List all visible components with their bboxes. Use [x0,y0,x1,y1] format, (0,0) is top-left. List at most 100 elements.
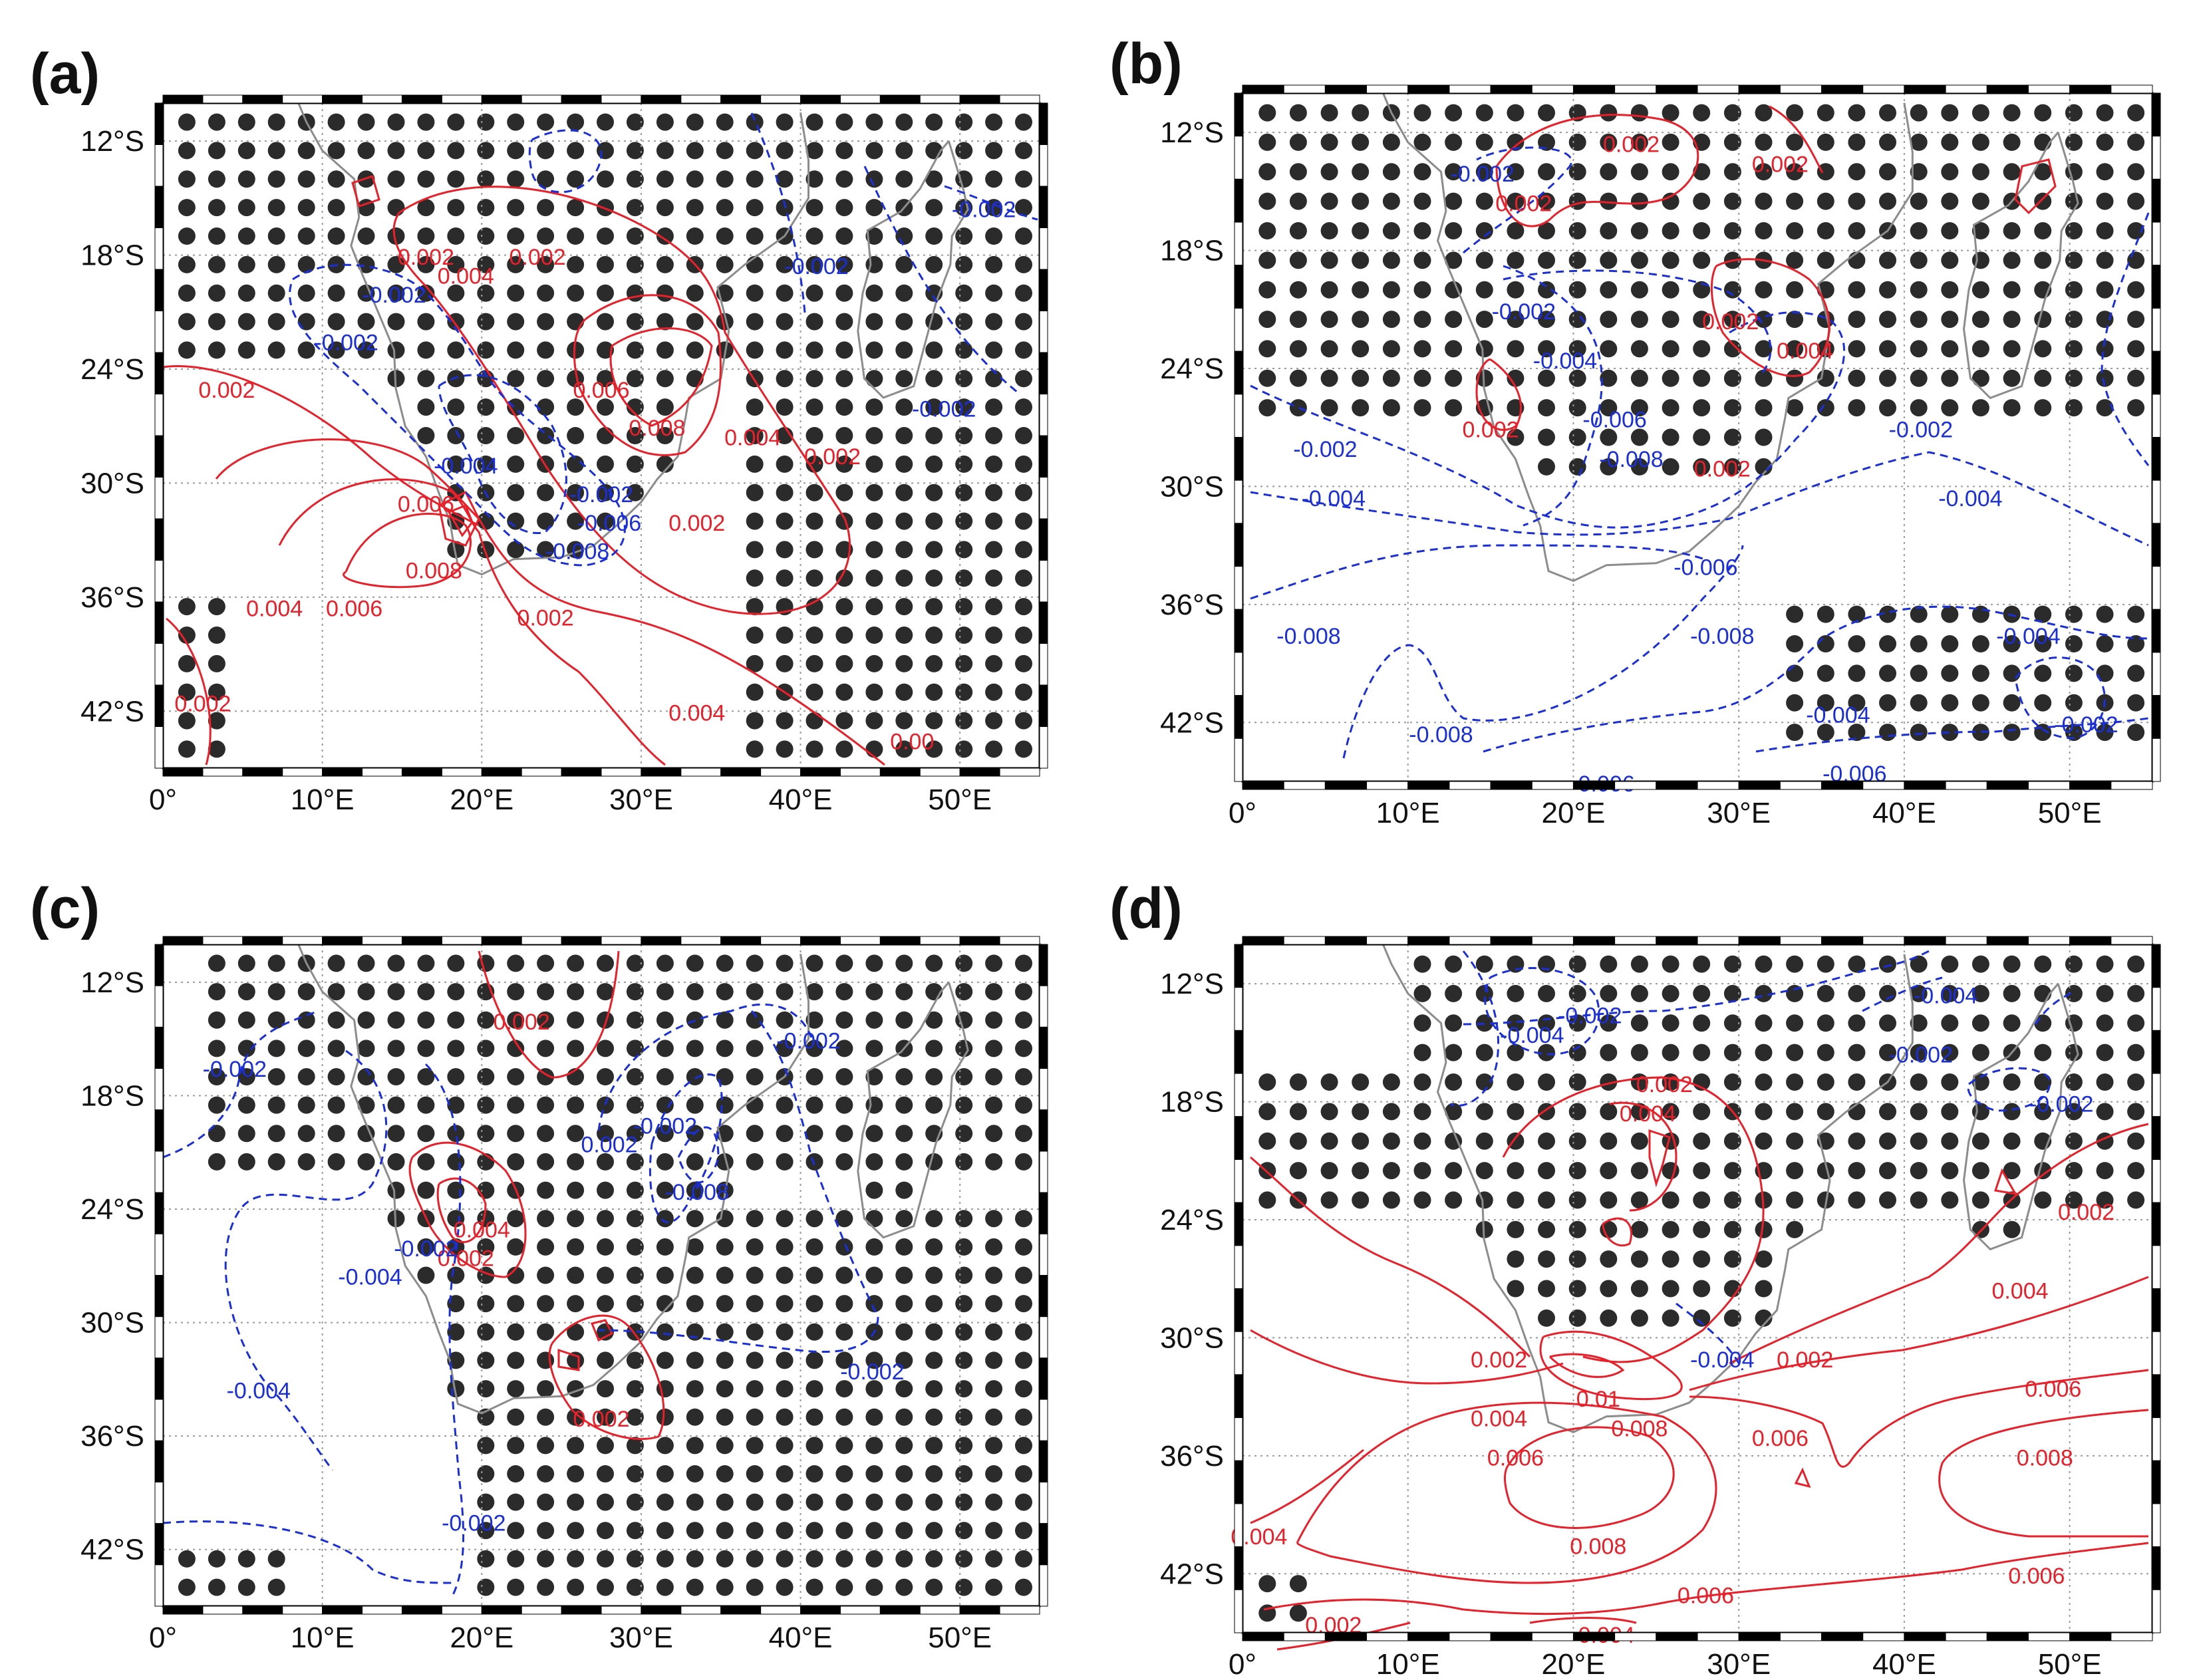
significance-dot [1413,984,1431,1002]
significance-dot [1879,399,1896,417]
significance-dot [1015,170,1032,188]
significance-dot [1289,1132,1307,1150]
frame-segment [154,227,164,270]
significance-dot [2003,222,2021,239]
significance-dot [686,1351,704,1369]
significance-dot [985,1493,1003,1511]
significance-dot [626,1153,644,1171]
significance-dot [805,1522,823,1540]
significance-dot [835,683,853,701]
frame-segment [2111,936,2153,945]
contour-label: -0.008 [1599,447,1663,472]
significance-dot [925,1351,943,1369]
significance-dot [567,1153,585,1171]
frame-segment [521,1606,562,1615]
significance-dot [1910,1162,1928,1180]
significance-dot [1693,1250,1711,1268]
significance-dot [1445,251,1463,269]
frame-segment [1234,609,1243,653]
significance-dot [447,1068,465,1085]
contour-pos [1250,1449,1364,1524]
significance-dot [805,1068,823,1085]
significance-dot [746,1380,764,1398]
significance-dot [507,1266,525,1284]
madagascar-coastline [857,981,969,1239]
significance-dot [1352,399,1370,417]
significance-dot [716,142,734,160]
frame-segment [1039,1109,1048,1152]
significance-dot [835,284,853,302]
significance-dot [1568,281,1586,299]
significance-dot [865,142,883,160]
significance-dot [1941,192,1959,210]
frame-segment [154,311,164,353]
significance-dot [1538,340,1555,358]
significance-dot [955,569,973,587]
significance-dot [865,1153,883,1171]
significance-dot [537,954,555,972]
significance-dot [1600,1132,1618,1150]
significance-dot [1538,133,1555,151]
significance-dot [1445,1014,1463,1032]
significance-dot [776,1040,794,1057]
significance-dot [626,1125,644,1143]
contour-label: 0.008 [629,416,685,441]
significance-dot [1507,311,1525,329]
significance-dot [686,1266,704,1284]
significance-dot [1475,192,1493,210]
significance-dot [1382,163,1400,181]
contour-label: -0.002 [1450,162,1514,187]
significance-dot [805,1238,823,1256]
contour-pos [278,478,666,766]
significance-dot [1786,369,1804,387]
significance-dot [1693,1132,1711,1150]
significance-dot [746,313,764,331]
significance-dot [1630,458,1648,476]
significance-dot [895,1465,913,1482]
significance-dot [2096,340,2114,358]
significance-dot [2127,1044,2145,1061]
significance-dot [1413,399,1431,417]
significance-dot [626,170,644,188]
significance-dot [835,341,853,359]
significance-dot [1817,724,1834,742]
significance-dot [1693,311,1711,329]
significance-dot [626,427,644,444]
contour-pos [162,365,480,527]
significance-dot [925,227,943,245]
significance-dot [626,1408,644,1426]
significance-dot [1755,281,1773,299]
significance-dot [297,284,315,302]
significance-dot [597,170,614,188]
significance-dot [805,1040,823,1057]
significance-dot [1971,984,1989,1002]
frame-segment [2152,987,2161,1031]
contour-label: -0.002 [2029,1091,2093,1117]
significance-dot [895,1437,913,1455]
contour-neg [750,112,806,313]
significance-dot [985,740,1003,758]
significance-dot [805,541,823,559]
contour-labels-c: 0.0020.0040.0020.002-0.002-0.004-0.002-0… [203,1010,905,1536]
frame-segment [1572,1632,1616,1641]
significance-dot [1971,635,1989,652]
significance-dot [327,341,345,359]
significance-dot [1630,428,1648,446]
significance-dot [2003,133,2021,151]
significance-dot [835,1295,853,1313]
significance-dot [1413,1132,1431,1150]
significance-dot [656,398,674,416]
significance-dot [985,541,1003,559]
contour-neg [1484,967,1600,1055]
frame-segment [1039,1151,1048,1193]
panel-c: (c) 0.0020.0040.0020.002-0.002-0.004-0.0… [30,877,1048,1654]
significance-dot [805,227,823,245]
frame-segment [879,936,921,945]
significance-dot [567,341,585,359]
significance-dot [1786,1103,1804,1121]
significance-dot [835,427,853,444]
significance-dot [895,1181,913,1199]
significance-dot [2096,724,2114,742]
significance-dot [1015,1522,1032,1540]
